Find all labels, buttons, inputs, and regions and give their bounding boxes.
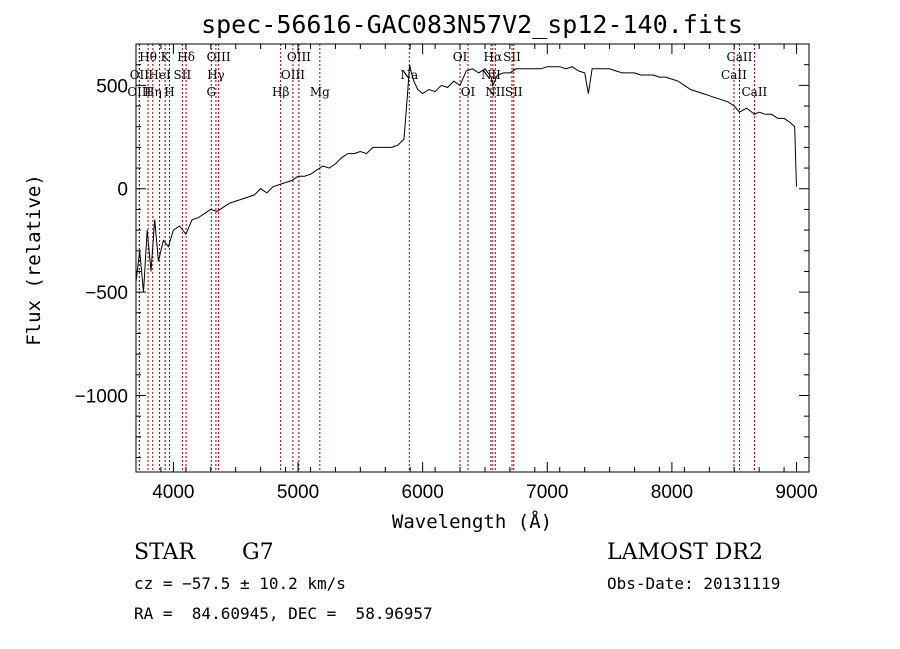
y-tick-label: −1000 bbox=[75, 386, 128, 407]
chart-title: spec-56616-GAC083N57V2_sp12-140.fits bbox=[201, 10, 743, 39]
line-marker-label: HeI bbox=[148, 68, 171, 82]
spectrum-series bbox=[135, 64, 797, 293]
line-marker-label: NII bbox=[485, 85, 505, 99]
x-tick-label: 7000 bbox=[526, 482, 568, 503]
obs-date-text: Obs-Date: 20131119 bbox=[607, 574, 781, 593]
x-tick-label: 4000 bbox=[152, 482, 194, 503]
line-marker-label: CaII bbox=[741, 85, 767, 99]
y-axis-label: Flux (relative) bbox=[23, 174, 45, 346]
line-marker-label: CaII bbox=[721, 68, 747, 82]
line-marker-label: Hγ bbox=[207, 68, 225, 82]
plot-frame bbox=[135, 43, 810, 473]
line-marker-label: OIII bbox=[207, 50, 231, 64]
redshift-text: cz = −57.5 ± 10.2 km/s bbox=[134, 574, 346, 593]
axes: 4000 5000 6000 7000 8000 9000 −1000 −500 0 500 bbox=[75, 44, 818, 503]
x-axis-label: Wavelength (Å) bbox=[392, 510, 552, 533]
coordinates-text: RA = 84.60945, DEC = 58.96957 bbox=[134, 604, 433, 623]
spectrum-line bbox=[135, 64, 797, 293]
line-marker-label: OII bbox=[130, 68, 150, 82]
line-marker-label: Hδ bbox=[177, 50, 195, 64]
x-tick-label: 9000 bbox=[775, 482, 817, 503]
line-marker-label: Hη bbox=[144, 85, 162, 99]
line-marker-label: Hθ bbox=[139, 50, 157, 64]
object-type: STAR bbox=[134, 540, 195, 565]
object-subclass: G7 bbox=[242, 540, 274, 565]
line-marker-label: K bbox=[161, 50, 171, 64]
line-marker-label: SII bbox=[503, 50, 521, 64]
y-tick-label: 0 bbox=[117, 180, 128, 201]
line-marker-label: OI bbox=[453, 50, 468, 64]
line-marker-label: Hα bbox=[484, 50, 503, 64]
x-tick-label: 6000 bbox=[402, 482, 444, 503]
line-marker-label: OIII bbox=[287, 50, 311, 64]
line-marker-label: OI bbox=[461, 85, 476, 99]
line-marker-label: SII bbox=[174, 68, 192, 82]
x-tick-label: 5000 bbox=[277, 482, 319, 503]
line-marker-label: H bbox=[164, 85, 174, 99]
line-marker-label: Hβ bbox=[272, 85, 289, 99]
y-tick-label: 500 bbox=[96, 76, 128, 97]
line-marker-label: OIII bbox=[127, 85, 151, 99]
line-marker-label: CaII bbox=[727, 50, 753, 64]
y-tick-label: −500 bbox=[85, 283, 128, 304]
line-marker-label: Mg bbox=[310, 85, 330, 99]
line-marker-label: SII bbox=[505, 85, 523, 99]
line-marker-label: OIII bbox=[281, 68, 305, 82]
x-tick-label: 8000 bbox=[651, 482, 693, 503]
line-marker-label: G bbox=[206, 85, 216, 99]
survey-label: LAMOST DR2 bbox=[607, 540, 763, 565]
